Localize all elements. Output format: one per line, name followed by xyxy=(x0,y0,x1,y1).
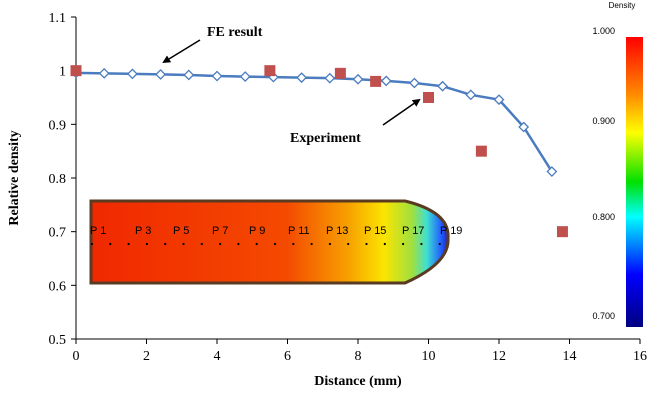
point-dot xyxy=(420,242,423,246)
fe-result-point xyxy=(324,72,336,84)
point-label: P 13 xyxy=(326,225,348,237)
point-dot xyxy=(402,242,405,246)
y-tick-label: 0.6 xyxy=(49,279,67,294)
fe-result-label: FE result xyxy=(207,25,263,40)
experiment-point xyxy=(423,92,434,103)
experiment-annotation: Experiment xyxy=(290,98,421,146)
point-dot xyxy=(200,242,203,246)
fe-result-series xyxy=(70,67,558,177)
x-axis-label: Distance (mm) xyxy=(314,374,402,389)
colorbar-tick-label: 1.000 xyxy=(592,26,615,36)
experiment-point xyxy=(370,75,382,87)
point-dot xyxy=(164,242,167,246)
colorbar-ticks: 1.000 0.900 0.800 0.700 xyxy=(592,26,615,321)
point-label: P 3 xyxy=(135,225,151,237)
point-dot xyxy=(219,242,222,246)
y-tick-label: 1 xyxy=(59,65,66,80)
point-label: P 15 xyxy=(364,225,386,237)
experiment-point xyxy=(475,145,487,157)
fe-result-point xyxy=(296,72,308,84)
x-ticks: 0 2 4 6 8 10 12 14 16 xyxy=(73,339,647,364)
colorbar-gradient xyxy=(626,37,643,327)
x-tick-label: 12 xyxy=(492,349,506,364)
colorbar-tick-label: 0.800 xyxy=(592,212,615,222)
axes: 0 2 4 6 8 10 12 14 16 0.5 0.6 0.7 0.8 0.9 1 1.1 xyxy=(49,11,648,364)
x-tick-label: 0 xyxy=(73,349,80,364)
point-dot xyxy=(127,242,130,246)
point-dot xyxy=(237,242,240,246)
point-label: P 9 xyxy=(249,225,265,237)
point-dot xyxy=(109,242,112,246)
colorbar: Density 1.000 0.900 0.800 0.700 xyxy=(592,1,643,327)
point-dot xyxy=(273,242,277,246)
colorbar-tick-label: 0.900 xyxy=(592,116,615,126)
colorbar-title: Density xyxy=(609,1,636,10)
density-contour-inset: P 1 P 3 P 5 P 7 P 9 P 11 P 13 P 15 P 17 P 19 xyxy=(89,199,462,285)
fe-result-point xyxy=(518,121,530,133)
fe-result-point xyxy=(183,69,195,81)
point-labels: P 1 P 3 P 5 P 7 P 9 P 11 P 13 P 15 P 17 P 19 xyxy=(90,225,462,237)
fe-result-point xyxy=(437,80,449,92)
x-tick-label: 4 xyxy=(214,349,221,364)
experiment-point xyxy=(556,226,568,238)
y-axis-label: Relative density xyxy=(7,130,22,225)
y-tick-label: 0.5 xyxy=(49,333,67,348)
y-tick-label: 1.1 xyxy=(49,11,67,26)
experiment-point xyxy=(70,65,82,77)
fe-result-line xyxy=(75,71,553,173)
point-dot xyxy=(182,242,185,246)
point-label: P 1 xyxy=(90,225,106,237)
point-label: P 5 xyxy=(173,225,189,237)
fe-result-point xyxy=(98,67,110,79)
fe-result-arrow xyxy=(162,39,201,64)
x-tick-label: 16 xyxy=(633,349,647,364)
x-tick-label: 10 xyxy=(422,349,436,364)
x-tick-label: 8 xyxy=(355,349,362,364)
x-tick-label: 6 xyxy=(284,349,291,364)
x-tick-label: 2 xyxy=(143,349,150,364)
fe-result-point xyxy=(493,94,505,106)
y-ticks: 0.5 0.6 0.7 0.8 0.9 1 1.1 xyxy=(49,11,76,348)
point-dot xyxy=(365,242,368,246)
fe-result-point xyxy=(352,73,364,85)
fe-result-point xyxy=(126,68,138,80)
point-dots xyxy=(90,242,441,246)
fe-result-point xyxy=(211,70,223,82)
point-dot xyxy=(328,242,331,246)
point-dot xyxy=(310,242,313,246)
point-label: P 17 xyxy=(402,225,424,237)
fe-result-point xyxy=(380,75,392,87)
experiment-series xyxy=(70,65,568,238)
point-dot xyxy=(438,242,441,246)
fe-result-point xyxy=(239,71,251,82)
x-tick-label: 14 xyxy=(563,349,577,364)
colorbar-tick-label: 0.700 xyxy=(592,311,615,321)
point-dot xyxy=(347,242,350,246)
fe-result-point xyxy=(546,166,558,177)
y-tick-label: 0.7 xyxy=(49,226,67,241)
experiment-point xyxy=(264,65,276,77)
point-dot xyxy=(145,242,148,246)
fe-result-point xyxy=(408,77,420,89)
experiment-arrow xyxy=(382,98,421,126)
fe-result-point xyxy=(155,69,167,80)
point-dot xyxy=(292,242,295,246)
point-dot xyxy=(90,242,94,246)
point-label: P 19 xyxy=(440,225,462,237)
y-tick-label: 0.8 xyxy=(49,172,67,187)
specimen-shape xyxy=(89,199,450,285)
fe-result-annotation: FE result xyxy=(162,25,263,64)
point-label: P 7 xyxy=(212,225,228,237)
y-tick-label: 0.9 xyxy=(49,118,67,133)
point-label: P 11 xyxy=(288,225,310,237)
experiment-label: Experiment xyxy=(290,131,361,146)
fe-result-point xyxy=(465,89,477,101)
experiment-point xyxy=(334,67,346,79)
point-dot xyxy=(255,242,258,246)
point-dot xyxy=(383,242,386,246)
